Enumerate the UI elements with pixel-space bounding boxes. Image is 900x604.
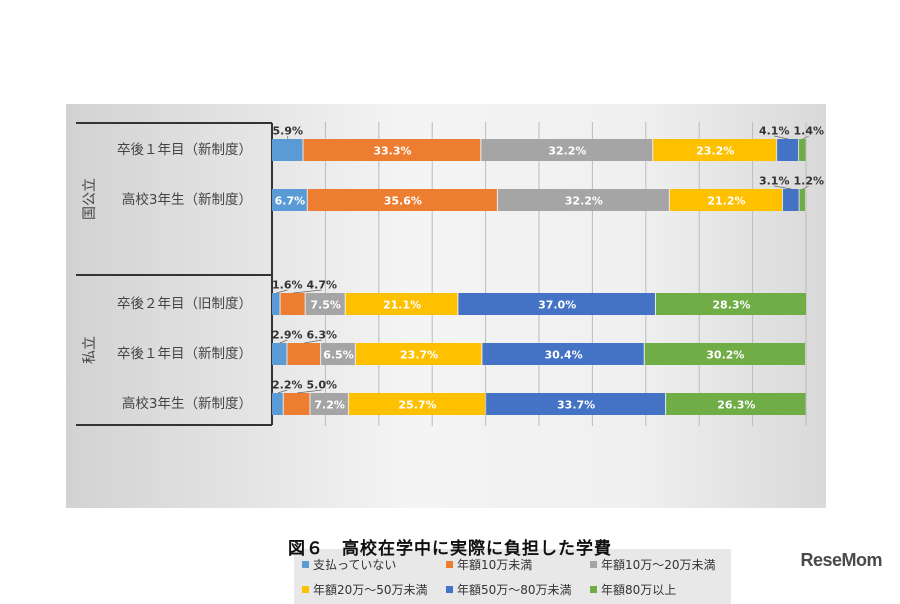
- data-label: 33.7%: [557, 399, 595, 412]
- bar-segment: [666, 393, 806, 415]
- leader-line: [774, 185, 792, 190]
- leader-line: [774, 135, 789, 140]
- data-label: 23.2%: [696, 145, 734, 158]
- data-label: 5.9%: [272, 125, 303, 138]
- chart-panel: 国公立 卒後１年目（新制度） 5.9% 33.3% 32.2% 23.2% 4.1% 1.4%…: [66, 104, 826, 604]
- bar-segment: [348, 393, 486, 415]
- legend-label: 年額50万～80万未満: [457, 583, 572, 597]
- leader-line: [802, 135, 809, 140]
- data-label: 21.2%: [707, 195, 745, 208]
- leader-line: [276, 289, 288, 294]
- bar-segment: [321, 343, 355, 365]
- data-label: 1.4%: [793, 125, 824, 138]
- bar-segment: [345, 293, 458, 315]
- bar-segment: [799, 139, 806, 161]
- data-label: 6.7%: [275, 195, 306, 208]
- group-label: 国公立: [82, 178, 98, 220]
- legend-label: 年額80万以上: [601, 583, 677, 597]
- data-label: 37.0%: [538, 299, 576, 312]
- bar-segment: [482, 343, 644, 365]
- category-label: 卒後１年目（新制度）: [117, 142, 252, 158]
- bar-segment: [644, 343, 805, 365]
- data-label: 28.3%: [712, 299, 750, 312]
- bar-segment: [272, 393, 283, 415]
- data-label: 21.1%: [383, 299, 421, 312]
- legend-item: 年額10万～20万未満: [590, 556, 716, 573]
- legend-swatch: [590, 586, 597, 593]
- legend-label: 年額20万～50万未満: [313, 583, 428, 597]
- data-label: 35.6%: [384, 195, 422, 208]
- legend-label: 支払っていない: [313, 558, 397, 572]
- data-label: 23.7%: [400, 349, 438, 362]
- legend-item: 年額80万以上: [590, 581, 676, 598]
- leader-line: [297, 389, 322, 394]
- bar-segment: [497, 189, 669, 211]
- data-label: 32.2%: [548, 145, 586, 158]
- bar-segment: [287, 343, 321, 365]
- data-label: 3.1%: [759, 175, 790, 188]
- category-label: 卒後１年目（新制度）: [117, 346, 252, 362]
- category-label: 高校3年生（新制度）: [122, 395, 252, 412]
- bar-segment: [486, 393, 666, 415]
- data-label: 30.2%: [706, 349, 744, 362]
- data-label: 5.0%: [307, 379, 338, 392]
- bar-segment: [303, 139, 481, 161]
- chart-title: 図６ 高校在学中に実際に負担した学費: [288, 539, 612, 559]
- bar-segment: [783, 189, 799, 211]
- data-label: 2.9%: [272, 329, 303, 342]
- legend-swatch: [446, 561, 453, 568]
- bar-segment: [655, 293, 807, 315]
- legend-label: 年額10万～20万未満: [601, 558, 716, 572]
- bar-segment: [272, 189, 307, 211]
- category-label: 卒後２年目（旧制度）: [117, 296, 252, 312]
- legend-label: 年額10万未満: [457, 558, 533, 572]
- data-label: 7.5%: [310, 299, 341, 312]
- leader-line: [277, 389, 288, 394]
- bar-segment: [799, 189, 805, 211]
- data-label: 25.7%: [398, 399, 436, 412]
- bar-segment: [310, 393, 348, 415]
- legend-item: 年額20万～50万未満: [302, 581, 428, 598]
- data-label: 2.2%: [272, 379, 303, 392]
- data-label: 32.2%: [565, 195, 603, 208]
- legend-swatch: [302, 586, 309, 593]
- data-label: 30.4%: [544, 349, 582, 362]
- leader-line: [279, 339, 288, 344]
- bar-segment: [305, 293, 345, 315]
- data-label: 1.2%: [793, 175, 824, 188]
- bar-segment: [272, 139, 303, 161]
- legend-item: 支払っていない: [302, 556, 396, 573]
- bar-segment: [272, 343, 287, 365]
- bar-segment: [481, 139, 653, 161]
- data-label: 1.6%: [272, 279, 303, 292]
- legend-swatch: [302, 561, 309, 568]
- leader-line: [802, 185, 809, 190]
- data-label: 6.3%: [307, 329, 338, 342]
- data-label: 4.1%: [759, 125, 790, 138]
- data-label: 26.3%: [717, 399, 755, 412]
- leader-line: [304, 339, 322, 344]
- data-label: 7.2%: [314, 399, 345, 412]
- category-label: 高校3年生（新制度）: [122, 191, 252, 208]
- legend-item: 年額50万～80万未満: [446, 581, 572, 598]
- resemom-logo: ReseMom: [800, 550, 882, 570]
- legend-item: 年額10万未満: [446, 556, 532, 573]
- group-label: 私立: [82, 336, 98, 364]
- bar-segment: [653, 139, 777, 161]
- bar-segment: [283, 393, 310, 415]
- bar-segment: [355, 343, 482, 365]
- bar-segment: [280, 293, 305, 315]
- bar-segment: [272, 293, 280, 315]
- legend-swatch: [446, 586, 453, 593]
- legend-swatch: [590, 561, 597, 568]
- data-label: 33.3%: [373, 145, 411, 158]
- bar-segment: [307, 189, 497, 211]
- bar-segment: [458, 293, 655, 315]
- bar-segment: [777, 139, 799, 161]
- data-label: 6.5%: [323, 349, 354, 362]
- bar-segment: [669, 189, 783, 211]
- data-label: 4.7%: [307, 279, 338, 292]
- leader-line: [293, 289, 322, 294]
